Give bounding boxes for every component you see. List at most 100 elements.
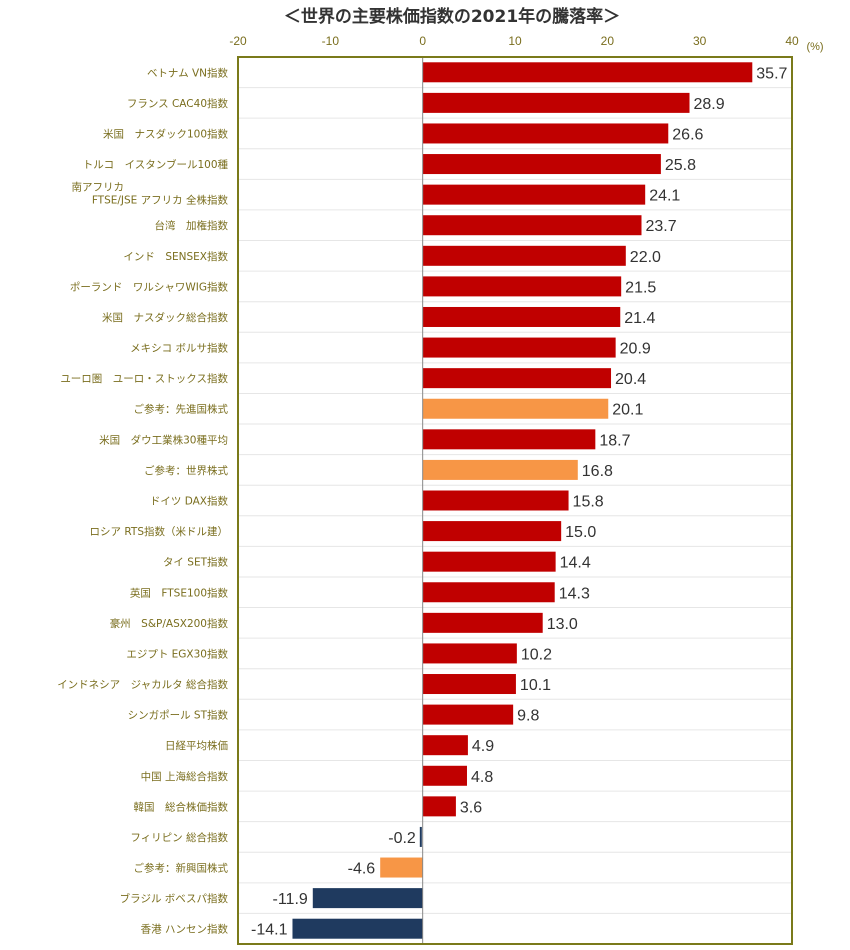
category-label: ご参考：新興国株式: [134, 862, 229, 875]
category-label: インド SENSEX指数: [123, 250, 228, 263]
data-label: 25.8: [665, 157, 696, 174]
category-label: ご参考：世界株式: [144, 464, 228, 477]
bar: [422, 245, 626, 266]
data-label: 4.8: [471, 769, 493, 786]
data-label: -14.1: [251, 922, 288, 939]
data-label: 13.0: [547, 616, 578, 633]
data-label: 22.0: [630, 249, 661, 266]
bar: [422, 735, 468, 756]
bar: [422, 704, 514, 725]
data-label: 14.3: [559, 585, 590, 602]
bar: [422, 490, 569, 511]
data-label: 21.5: [625, 279, 656, 296]
bar: [422, 582, 555, 603]
category-label: フィリピン 総合指数: [130, 831, 228, 844]
category-label: 中国 上海総合指数: [141, 770, 229, 783]
category-label: ご参考：先進国株式: [134, 403, 229, 416]
data-label: 28.9: [694, 96, 725, 113]
bar: [422, 215, 642, 236]
bar: [422, 123, 669, 144]
data-label: 15.0: [565, 524, 596, 541]
category-label: ベトナム VN指数: [147, 66, 229, 79]
data-label: -11.9: [273, 891, 308, 908]
data-label: 23.7: [645, 218, 676, 235]
bar: [422, 429, 596, 450]
category-label: 米国 ナスダック100指数: [103, 127, 229, 140]
bar: [422, 154, 661, 175]
bar: [380, 857, 423, 878]
x-tick-label: 30: [693, 34, 707, 48]
category-label: 米国 ナスダック総合指数: [102, 311, 228, 324]
data-label: 10.1: [520, 677, 551, 694]
bar: [422, 643, 517, 664]
chart-title: ＜世界の主要株価指数の2021年の騰落率＞: [284, 6, 620, 27]
category-label: 米国 ダウ工業株30種平均: [99, 433, 228, 446]
data-label: 10.2: [521, 646, 552, 663]
category-label: メキシコ ボルサ指数: [130, 342, 228, 355]
bar: [422, 612, 543, 633]
plot-frame-outline: [237, 56, 793, 945]
x-tick-label: 0: [419, 34, 426, 48]
data-label: 16.8: [582, 463, 613, 480]
category-label: 韓国 総合株価指数: [134, 800, 229, 813]
data-label: 20.1: [612, 402, 643, 419]
bar: [422, 521, 562, 542]
category-label: 台湾 加権指数: [155, 219, 229, 232]
category-label: 豪州 S&P/ASX200指数: [110, 617, 229, 630]
plot-area: -20 -10 0 10 20 30 40 35.7 ベトナム VN指数 28.9 フランス CAC…: [57, 34, 799, 945]
category-label: シンガポール ST指数: [128, 709, 229, 722]
data-label: 4.9: [472, 738, 494, 755]
bar: [422, 674, 516, 695]
data-label: 15.8: [573, 494, 604, 511]
bar: [419, 826, 422, 847]
category-label: ユーロ圏 ユーロ・ストックス指数: [60, 372, 228, 385]
x-tick-label: 10: [508, 34, 522, 48]
category-label: 南アフリカ FTSE/JSE アフリカ 全株指数: [72, 181, 229, 207]
x-tick-label: 40: [785, 34, 799, 48]
data-label: 14.4: [560, 555, 591, 572]
category-label: ロシア RTS指数（米ドル建）: [90, 525, 228, 538]
category-label: 英国 FTSE100指数: [130, 586, 229, 599]
bar: [422, 92, 690, 113]
x-tick-label: -10: [322, 34, 340, 48]
bar: [422, 551, 556, 572]
category-label-line: FTSE/JSE アフリカ 全株指数: [92, 194, 229, 207]
bar: [422, 459, 578, 480]
bar: [422, 765, 467, 786]
bar: [422, 337, 616, 358]
bar: [422, 306, 621, 327]
unit-label: (%): [806, 41, 823, 53]
data-label: 24.1: [649, 188, 680, 205]
bar: [292, 918, 423, 939]
category-label: ドイツ DAX指数: [150, 495, 229, 508]
data-label: -0.2: [388, 830, 416, 847]
data-label: 35.7: [756, 65, 787, 82]
x-tick-label: 20: [601, 34, 615, 48]
bar: [422, 398, 609, 419]
bar: [422, 184, 646, 205]
category-label: トルコ イスタンブール100種: [83, 158, 229, 171]
data-label: 18.7: [599, 432, 630, 449]
category-label: 日経平均株価: [165, 739, 228, 752]
bar: [422, 796, 456, 817]
bar: [312, 888, 423, 909]
bar: [422, 62, 753, 83]
category-label: インドネシア ジャカルタ 総合指数: [57, 678, 228, 691]
category-label: 香港 ハンセン指数: [141, 923, 229, 936]
x-tick-label: -20: [229, 34, 247, 48]
data-label: 26.6: [672, 126, 703, 143]
category-label: エジプト EGX30指数: [126, 647, 228, 660]
data-label: 20.9: [620, 341, 651, 358]
category-label: タイ SET指数: [163, 556, 229, 569]
data-label: -4.6: [348, 861, 376, 878]
category-label-line: 南アフリカ: [72, 181, 125, 194]
data-label: 20.4: [615, 371, 646, 388]
category-label: ポーランド ワルシャワWIG指数: [70, 280, 229, 293]
data-label: 3.6: [460, 799, 482, 816]
data-label: 21.4: [624, 310, 655, 327]
category-label: フランス CAC40指数: [127, 97, 229, 110]
bar: [422, 276, 622, 297]
category-label: ブラジル ボベスパ指数: [120, 892, 229, 905]
bar: [422, 368, 612, 389]
